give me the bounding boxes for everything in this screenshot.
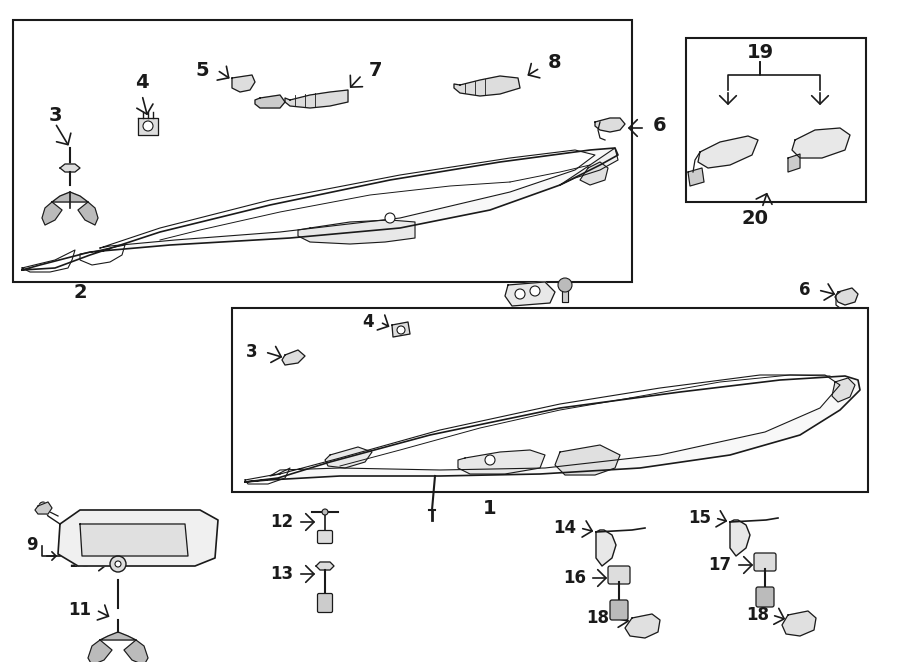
Circle shape bbox=[322, 509, 328, 515]
Text: 13: 13 bbox=[270, 565, 293, 583]
Text: 4: 4 bbox=[135, 73, 148, 91]
Bar bbox=[232, 308, 868, 492]
Polygon shape bbox=[782, 611, 816, 636]
Polygon shape bbox=[555, 445, 620, 475]
Text: 5: 5 bbox=[195, 60, 209, 79]
Circle shape bbox=[39, 502, 47, 510]
Circle shape bbox=[143, 121, 153, 131]
Polygon shape bbox=[245, 376, 860, 482]
Polygon shape bbox=[80, 245, 125, 265]
FancyBboxPatch shape bbox=[608, 566, 630, 584]
Text: 16: 16 bbox=[563, 569, 587, 587]
Polygon shape bbox=[298, 220, 415, 244]
Text: 18: 18 bbox=[587, 609, 609, 627]
Polygon shape bbox=[138, 118, 158, 135]
Polygon shape bbox=[88, 640, 112, 662]
FancyBboxPatch shape bbox=[754, 553, 776, 571]
Circle shape bbox=[110, 556, 126, 572]
Polygon shape bbox=[580, 162, 608, 185]
Polygon shape bbox=[458, 450, 545, 474]
Polygon shape bbox=[282, 350, 305, 365]
Text: 6: 6 bbox=[799, 281, 811, 299]
Polygon shape bbox=[560, 148, 618, 185]
Polygon shape bbox=[255, 95, 285, 108]
Polygon shape bbox=[22, 250, 75, 272]
Text: 18: 18 bbox=[746, 606, 769, 624]
Polygon shape bbox=[325, 447, 372, 468]
Text: 14: 14 bbox=[554, 519, 577, 537]
Text: 6: 6 bbox=[653, 115, 667, 134]
Polygon shape bbox=[788, 154, 800, 172]
Polygon shape bbox=[35, 502, 52, 514]
Text: 2: 2 bbox=[73, 283, 86, 301]
Bar bbox=[686, 38, 866, 202]
Text: 19: 19 bbox=[746, 42, 774, 62]
FancyBboxPatch shape bbox=[756, 587, 774, 607]
Polygon shape bbox=[60, 164, 80, 172]
Polygon shape bbox=[505, 282, 555, 306]
Text: 1: 1 bbox=[483, 498, 497, 518]
Polygon shape bbox=[22, 148, 618, 270]
Circle shape bbox=[558, 278, 572, 292]
FancyBboxPatch shape bbox=[318, 594, 332, 612]
Text: 17: 17 bbox=[708, 556, 732, 574]
Polygon shape bbox=[232, 75, 255, 92]
Polygon shape bbox=[625, 614, 660, 638]
Text: 15: 15 bbox=[688, 509, 712, 527]
Polygon shape bbox=[730, 520, 750, 556]
Polygon shape bbox=[792, 128, 850, 158]
Circle shape bbox=[115, 561, 121, 567]
Circle shape bbox=[530, 286, 540, 296]
Polygon shape bbox=[688, 168, 704, 186]
Polygon shape bbox=[832, 378, 855, 402]
Polygon shape bbox=[698, 136, 758, 168]
Text: 11: 11 bbox=[68, 601, 92, 619]
Circle shape bbox=[397, 326, 405, 334]
Polygon shape bbox=[245, 468, 290, 484]
Circle shape bbox=[515, 289, 525, 299]
Text: 7: 7 bbox=[368, 60, 382, 79]
Polygon shape bbox=[285, 90, 348, 108]
Polygon shape bbox=[100, 632, 136, 640]
Text: 3: 3 bbox=[49, 105, 62, 124]
Bar bbox=[13, 20, 632, 282]
Circle shape bbox=[485, 455, 495, 465]
Text: 8: 8 bbox=[548, 52, 562, 71]
Polygon shape bbox=[596, 530, 616, 566]
FancyBboxPatch shape bbox=[610, 600, 628, 620]
Polygon shape bbox=[42, 202, 62, 225]
Polygon shape bbox=[80, 524, 188, 556]
Polygon shape bbox=[316, 562, 334, 570]
Polygon shape bbox=[392, 322, 410, 337]
FancyBboxPatch shape bbox=[318, 530, 332, 544]
Text: 3: 3 bbox=[247, 343, 257, 361]
Text: 4: 4 bbox=[362, 313, 374, 331]
Text: 10: 10 bbox=[68, 553, 92, 571]
Polygon shape bbox=[454, 76, 520, 96]
Polygon shape bbox=[100, 150, 595, 248]
Polygon shape bbox=[52, 192, 88, 202]
Polygon shape bbox=[562, 285, 568, 302]
Text: 9: 9 bbox=[26, 536, 38, 554]
Circle shape bbox=[385, 213, 395, 223]
Polygon shape bbox=[58, 510, 218, 566]
Text: 12: 12 bbox=[270, 513, 293, 531]
Polygon shape bbox=[78, 202, 98, 225]
Polygon shape bbox=[270, 375, 840, 476]
Polygon shape bbox=[835, 288, 858, 305]
Text: 20: 20 bbox=[742, 209, 769, 228]
Polygon shape bbox=[595, 118, 625, 132]
Polygon shape bbox=[124, 640, 148, 662]
